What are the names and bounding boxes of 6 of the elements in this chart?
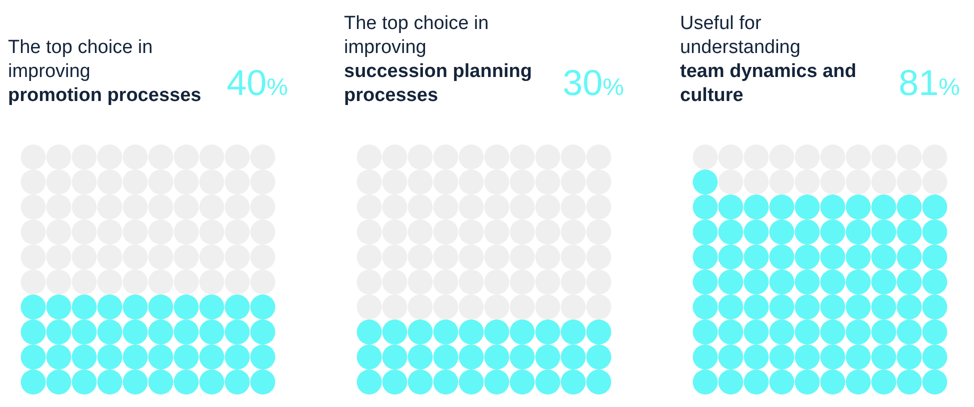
text: succession planning processes <box>344 60 533 108</box>
text: promotion processes <box>8 84 202 108</box>
data-label: 81% <box>898 62 960 105</box>
data-label: 40% <box>226 62 288 105</box>
data-label: 30% <box>562 62 624 105</box>
text: team dynamics and culture <box>680 60 858 108</box>
